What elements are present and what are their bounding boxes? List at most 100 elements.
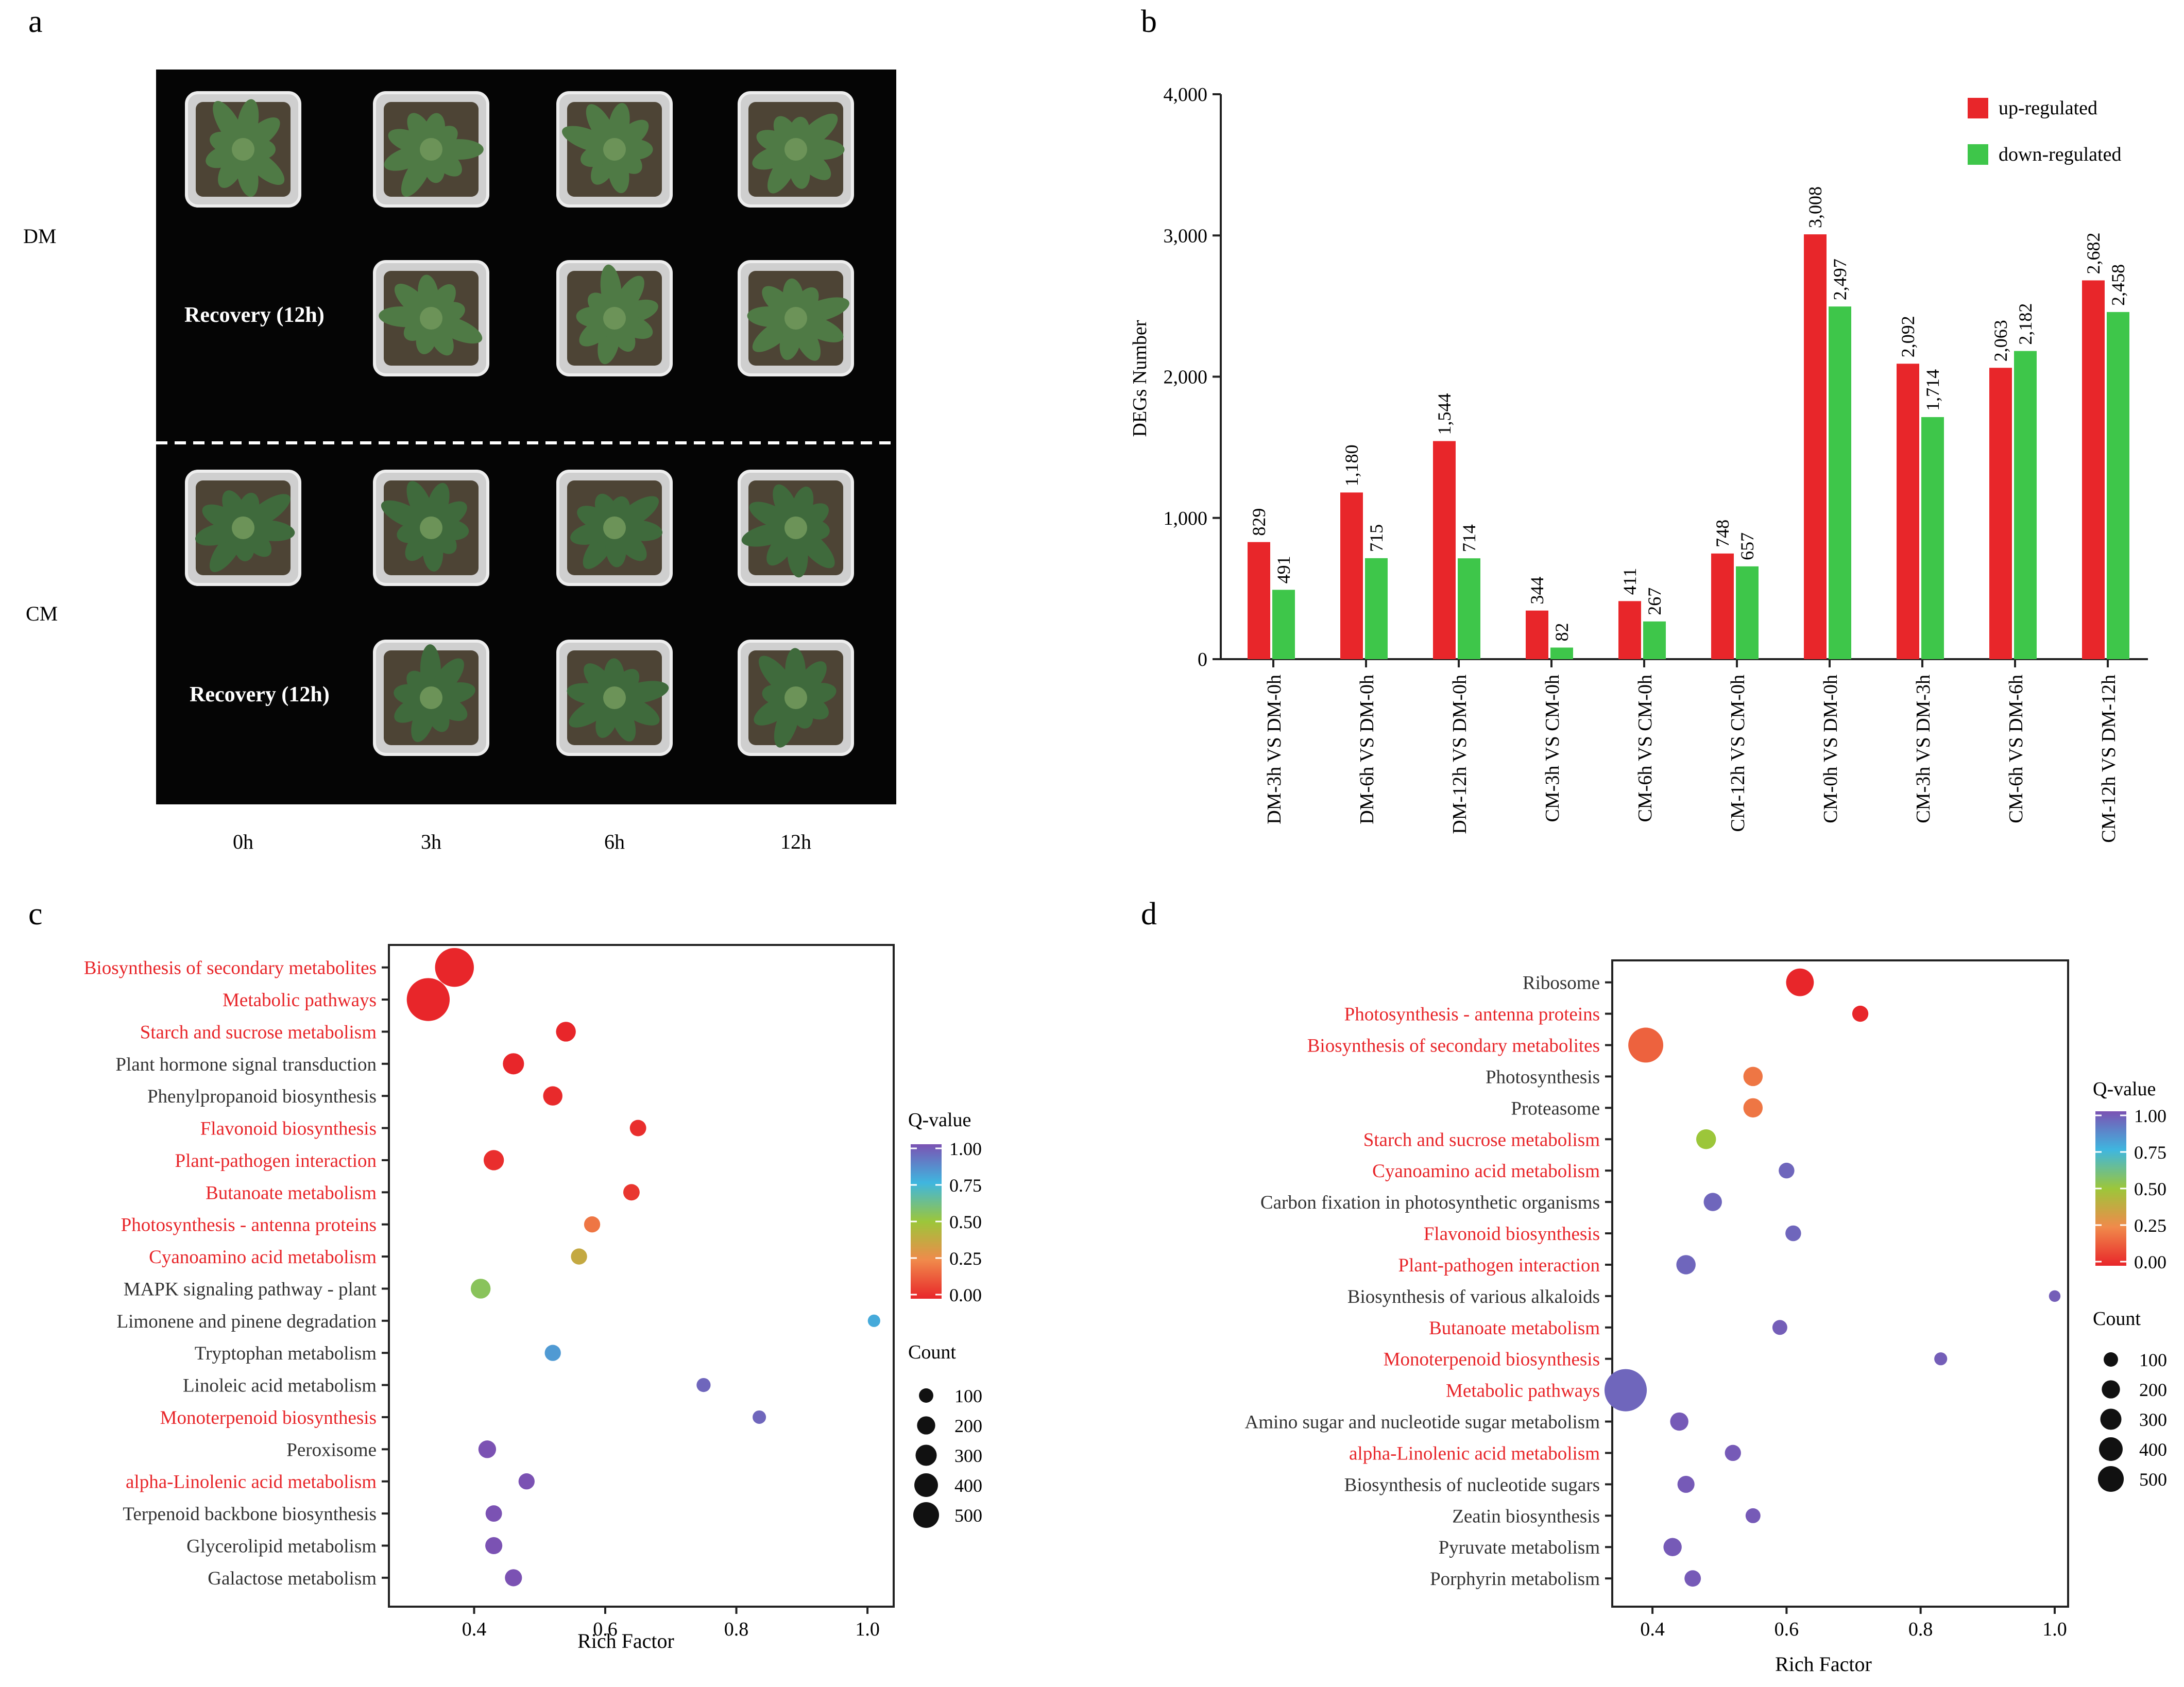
b-bar-value-label: 1,544	[1434, 393, 1455, 435]
q-tick-label: 0.25	[2134, 1215, 2166, 1236]
panel-label-b: b	[1141, 4, 1157, 39]
plant-pot	[373, 91, 489, 208]
pathway-bubble	[435, 948, 474, 987]
b-category-label: CM-3h VS CM-0h	[1542, 675, 1563, 822]
pathway-bubble	[867, 1314, 880, 1327]
col-label-12h: 12h	[780, 830, 811, 853]
pathway-label: Flavonoid biosynthesis	[200, 1118, 377, 1140]
row-label-dm: DM	[23, 225, 56, 248]
pathway-bubble	[1743, 1066, 1763, 1087]
pathway-label: Ribosome	[1523, 973, 1600, 994]
pathway-bubble	[623, 1184, 640, 1201]
pathway-label: Peroxisome	[286, 1439, 377, 1460]
pathway-bubble	[478, 1440, 497, 1458]
count-legend-label: 300	[2139, 1409, 2167, 1430]
pathway-label: alpha-Linolenic acid metabolism	[1349, 1443, 1600, 1464]
q-tick-label: 0.25	[949, 1248, 982, 1269]
b-y-axis-title: DEGs Number	[1129, 320, 1151, 437]
x-tick-label: 0.4	[1640, 1619, 1665, 1640]
count-legend-dot	[917, 1416, 935, 1435]
pathway-bubble	[571, 1248, 587, 1265]
pathway-label: Butanoate metabolism	[206, 1182, 377, 1203]
bar-up-regulated	[1618, 601, 1641, 659]
count-legend-label: 500	[954, 1505, 982, 1526]
b-bar-value-label: 2,458	[2108, 264, 2128, 306]
pathway-bubble	[1852, 1005, 1869, 1022]
pathway-label: Biosynthesis of secondary metabolites	[1307, 1035, 1600, 1056]
q-tick-label: 0.75	[949, 1175, 982, 1196]
pathway-bubble	[2049, 1290, 2061, 1302]
pathway-bubble	[753, 1410, 766, 1424]
b-bar-value-label: 657	[1737, 532, 1758, 560]
pathway-bubble	[1934, 1352, 1948, 1366]
x-tick-label: 1.0	[2042, 1619, 2067, 1640]
panel-a-photo-grid: a DM CM Recovery (12h) Recovery (12h) 0h…	[23, 4, 896, 853]
b-category-label: DM-3h VS DM-0h	[1264, 675, 1285, 824]
count-legend-dot	[2099, 1437, 2123, 1461]
pathway-bubble	[1628, 1027, 1664, 1063]
plant-pot	[185, 470, 301, 586]
bar-up-regulated	[1433, 441, 1456, 659]
d-q-legend-title: Q-value	[2093, 1078, 2156, 1100]
bar-up-regulated	[1248, 542, 1270, 659]
bar-down-regulated	[1458, 558, 1480, 659]
count-legend-dot	[913, 1502, 940, 1528]
b-y-tick-label: 1,000	[1164, 508, 1208, 529]
count-legend-label: 100	[954, 1386, 982, 1406]
pathway-label: Butanoate metabolism	[1429, 1318, 1600, 1339]
pathway-label: Plant-pathogen interaction	[175, 1150, 377, 1172]
pathway-label: Linoleic acid metabolism	[183, 1375, 377, 1397]
bar-down-regulated	[2014, 351, 2037, 659]
plot-frame	[388, 944, 895, 1608]
pathway-bubble	[503, 1053, 524, 1075]
pathway-label: Photosynthesis - antenna proteins	[1344, 1004, 1600, 1025]
b-bar-value-label: 715	[1366, 524, 1387, 552]
pathway-bubble	[518, 1473, 535, 1490]
pathway-bubble	[556, 1022, 576, 1042]
pathway-label: Pyruvate metabolism	[1439, 1537, 1600, 1558]
pathway-bubble	[1684, 1570, 1701, 1587]
panel-label-d: d	[1141, 897, 1157, 932]
plant-pot	[556, 260, 673, 376]
pathway-bubble	[1745, 1508, 1761, 1523]
pathway-bubble	[1786, 968, 1814, 996]
pathway-bubble	[1703, 1193, 1722, 1211]
pathway-bubble	[470, 1279, 491, 1299]
pathway-label: MAPK signaling pathway - plant	[124, 1279, 377, 1300]
plant-pot	[556, 91, 673, 208]
pathway-bubble	[1604, 1369, 1647, 1411]
pathway-bubble	[1677, 1475, 1695, 1493]
pathway-bubble	[406, 978, 450, 1021]
pathway-bubble	[1743, 1098, 1763, 1118]
b-bar-value-label: 344	[1527, 577, 1547, 605]
c-q-legend-title: Q-value	[908, 1109, 971, 1131]
pathway-label: Biosynthesis of nucleotide sugars	[1344, 1474, 1600, 1495]
b-bar-value-label: 714	[1459, 524, 1479, 552]
b-bar-value-label: 267	[1644, 588, 1665, 615]
col-label-3h: 3h	[421, 830, 441, 853]
bar-down-regulated	[1829, 306, 1851, 659]
plant-pot	[738, 470, 854, 586]
x-tick-label: 0.6	[593, 1619, 618, 1640]
pathway-label: Tryptophan metabolism	[195, 1343, 377, 1364]
pathway-label: Proteasome	[1511, 1098, 1600, 1119]
col-label-0h: 0h	[233, 830, 253, 853]
pathway-bubble	[1785, 1225, 1801, 1242]
bar-up-regulated	[1526, 610, 1548, 659]
plant-pot	[556, 640, 673, 756]
pathway-label: alpha-Linolenic acid metabolism	[126, 1472, 377, 1493]
bar-up-regulated	[1340, 492, 1363, 659]
bar-down-regulated	[2107, 312, 2129, 659]
bar-down-regulated	[1365, 558, 1388, 659]
plant-pot	[738, 260, 854, 376]
pathway-label: Photosynthesis - antenna proteins	[121, 1215, 377, 1236]
b-category-label: DM-12h VS DM-0h	[1449, 675, 1471, 834]
pathway-label: Phenylpropanoid biosynthesis	[147, 1086, 377, 1107]
count-legend-label: 200	[954, 1416, 982, 1436]
recovery-label-dm: Recovery (12h)	[184, 303, 325, 327]
pathway-label: Starch and sucrose metabolism	[140, 1022, 377, 1043]
x-tick-label: 0.8	[724, 1619, 749, 1640]
count-legend-dot	[2100, 1408, 2122, 1430]
